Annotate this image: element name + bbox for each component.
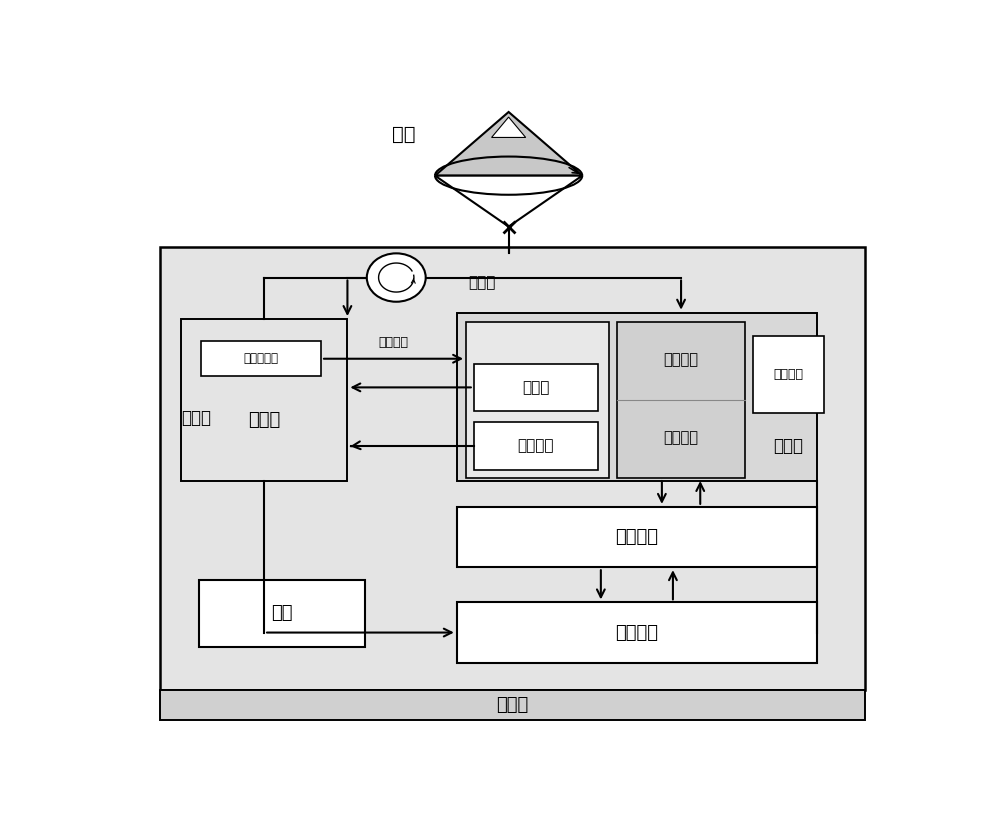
Circle shape xyxy=(367,253,426,302)
Bar xyxy=(753,336,824,413)
Text: 环流器: 环流器 xyxy=(468,275,495,290)
Bar xyxy=(160,690,865,720)
Text: 信号处理: 信号处理 xyxy=(615,528,658,546)
Bar xyxy=(199,580,365,647)
Text: 频率源: 频率源 xyxy=(522,380,549,394)
Text: 定向耦合器: 定向耦合器 xyxy=(244,352,279,366)
Text: 功率监测: 功率监测 xyxy=(379,337,409,349)
Text: 电源: 电源 xyxy=(271,605,293,623)
Text: 天线: 天线 xyxy=(392,125,416,144)
Polygon shape xyxy=(492,117,526,137)
Bar xyxy=(457,507,817,567)
Text: 接收通道: 接收通道 xyxy=(664,352,699,367)
Bar xyxy=(466,323,609,478)
Bar xyxy=(457,602,817,662)
Polygon shape xyxy=(435,112,582,175)
Bar xyxy=(617,323,745,478)
Text: 高频箱: 高频箱 xyxy=(181,409,211,427)
Text: 接收机: 接收机 xyxy=(773,437,803,456)
Text: 天线座: 天线座 xyxy=(496,696,529,714)
Text: 发射机: 发射机 xyxy=(248,411,280,428)
Polygon shape xyxy=(435,175,582,227)
Bar xyxy=(160,247,865,690)
Bar xyxy=(201,342,321,376)
Bar xyxy=(181,319,347,481)
Text: 数字接收: 数字接收 xyxy=(664,430,699,445)
Bar xyxy=(474,364,598,411)
Bar xyxy=(457,313,817,481)
Text: 测试信号: 测试信号 xyxy=(773,368,803,380)
Text: 数据处理: 数据处理 xyxy=(615,624,658,642)
Bar xyxy=(474,422,598,470)
Text: 激励通道: 激励通道 xyxy=(518,438,554,453)
